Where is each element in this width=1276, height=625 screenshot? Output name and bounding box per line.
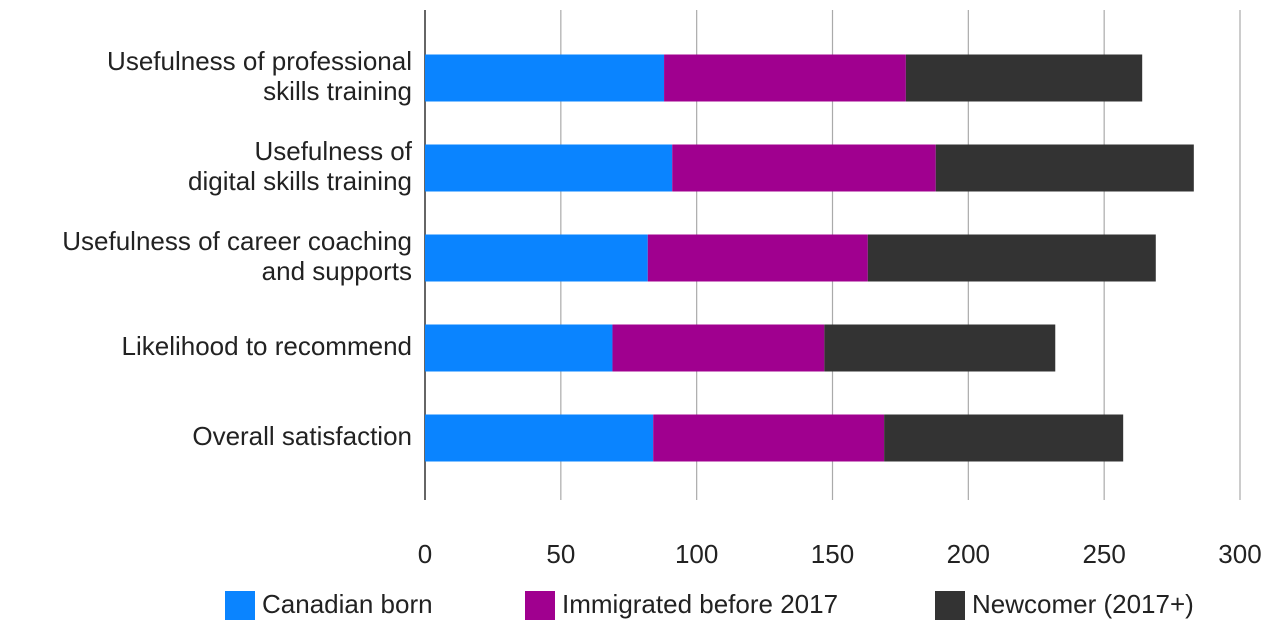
- bar-segment: [612, 324, 825, 372]
- y-tick-label: Usefulness of professional: [107, 46, 412, 76]
- y-tick-label: Usefulness of: [254, 136, 412, 166]
- bar-segment: [884, 414, 1124, 462]
- legend-label: Newcomer (2017+): [972, 589, 1194, 619]
- legend-label: Canadian born: [262, 589, 433, 619]
- bar-segment: [935, 144, 1194, 192]
- bar-segment: [653, 414, 885, 462]
- bar-segment: [425, 414, 654, 462]
- y-tick-label: Overall satisfaction: [192, 421, 412, 451]
- x-tick-label: 200: [947, 539, 990, 569]
- bar-segment: [425, 144, 673, 192]
- x-tick-label: 150: [811, 539, 854, 569]
- y-tick-label: skills training: [263, 76, 412, 106]
- bar-segment: [425, 234, 648, 282]
- bar-segment: [905, 54, 1143, 102]
- legend-swatch: [225, 591, 255, 621]
- x-tick-label: 50: [546, 539, 575, 569]
- y-tick-label: and supports: [262, 256, 412, 286]
- bar-segment: [672, 144, 936, 192]
- x-tick-label: 250: [1082, 539, 1125, 569]
- y-tick-label: Usefulness of career coaching: [62, 226, 412, 256]
- y-tick-label: Likelihood to recommend: [122, 331, 413, 361]
- legend-label: Immigrated before 2017: [562, 589, 838, 619]
- bar-segment: [647, 234, 868, 282]
- bar-segment: [425, 324, 613, 372]
- bar-segment: [664, 54, 906, 102]
- x-tick-label: 100: [675, 539, 718, 569]
- bar-segment: [867, 234, 1156, 282]
- x-tick-label: 300: [1218, 539, 1261, 569]
- legend-swatch: [935, 591, 965, 621]
- bar-segment: [425, 54, 665, 102]
- y-tick-label: digital skills training: [188, 166, 412, 196]
- bar-segment: [824, 324, 1056, 372]
- x-tick-label: 0: [418, 539, 432, 569]
- legend-swatch: [525, 591, 555, 621]
